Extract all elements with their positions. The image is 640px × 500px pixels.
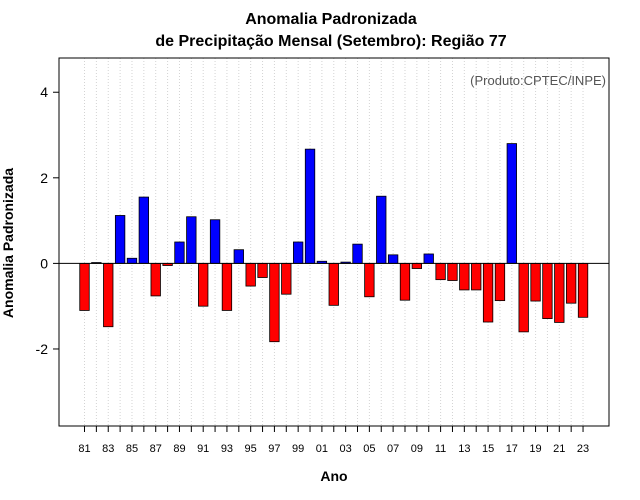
bar-00: [304, 148, 316, 264]
bar-89: [174, 241, 185, 264]
credit-label: (Produto:CPTEC/INPE): [470, 73, 606, 88]
bar-10: [423, 253, 434, 264]
x-tick-label: 83: [102, 443, 114, 455]
bar-11: [435, 262, 446, 281]
x-tick-label: 91: [197, 443, 209, 455]
bar-21: [554, 262, 565, 323]
x-tick-label: 13: [458, 443, 470, 455]
bars: [79, 143, 589, 343]
bar-98: [281, 262, 292, 295]
x-tick-label: 09: [411, 443, 423, 455]
bar-81: [79, 262, 90, 311]
chart-title-line1: Anomalia Padronizada: [245, 11, 417, 28]
bar-85: [126, 257, 138, 264]
chart-title-line2: de Precipitação Mensal (Setembro): Regiã…: [155, 33, 506, 50]
bar-13: [459, 262, 470, 291]
bar-83: [103, 262, 114, 328]
bar-92: [209, 219, 221, 264]
y-tick-label: -2: [36, 341, 49, 357]
bar-06: [376, 195, 387, 264]
bar-91: [198, 262, 209, 307]
bar-84: [114, 215, 126, 264]
y-tick-label: 0: [40, 255, 48, 271]
bar-04: [352, 243, 363, 264]
x-tick-label: 89: [173, 443, 185, 455]
x-tick-label: 99: [292, 443, 304, 455]
bar-05: [364, 262, 375, 298]
bar-90: [186, 216, 197, 264]
bar-02: [328, 262, 339, 306]
y-tick-label: 2: [40, 170, 48, 186]
bar-96: [257, 262, 268, 278]
bar-94: [233, 249, 244, 264]
x-tick-label: 23: [577, 443, 589, 455]
bar-23: [577, 262, 589, 318]
bar-20: [542, 262, 553, 319]
x-tick-label: 19: [529, 443, 541, 455]
x-tick-label: 87: [150, 443, 162, 455]
x-tick-label: 11: [435, 443, 446, 455]
bar-08: [399, 262, 411, 301]
bar-86: [138, 196, 150, 264]
x-axis-title: Ano: [320, 468, 347, 484]
x-tick-label: 03: [340, 443, 352, 455]
bar-16: [494, 262, 506, 302]
bar-15: [482, 262, 494, 323]
bar-12: [447, 262, 458, 281]
x-tick-label: 05: [363, 443, 375, 455]
bar-99: [293, 241, 304, 264]
x-tick-label: 95: [245, 443, 257, 455]
bar-95: [245, 262, 256, 287]
x-tick-label: 01: [316, 443, 328, 455]
bar-18: [518, 262, 529, 333]
x-tick-label: 21: [553, 443, 565, 455]
bar-19: [530, 262, 541, 302]
x-tick-label: 85: [126, 443, 138, 455]
bar-93: [221, 262, 233, 311]
x-tick-label: 15: [482, 443, 494, 455]
bar-87: [150, 262, 161, 297]
bar-17: [506, 143, 517, 264]
x-tick-label: 07: [387, 443, 399, 455]
grid-lines: [84, 58, 584, 426]
x-tick-label: 17: [506, 443, 518, 455]
x-tick-label: 97: [268, 443, 280, 455]
bar-14: [471, 262, 482, 291]
bar-09: [411, 262, 423, 269]
y-axis-title: Anomalia Padronizada: [0, 168, 16, 318]
y-tick-label: 4: [40, 84, 48, 100]
x-tick-label: 93: [221, 443, 233, 455]
bar-97: [269, 262, 280, 343]
bar-07: [387, 254, 399, 264]
y-axis: -2 0 2 4: [36, 84, 59, 357]
bar-22: [566, 262, 577, 304]
x-axis: 81 83 85 87 89 91 93 95 97 99 01 03 05 07 09 11 13 15 17 19…: [78, 426, 589, 455]
x-tick-label: 81: [78, 443, 90, 455]
